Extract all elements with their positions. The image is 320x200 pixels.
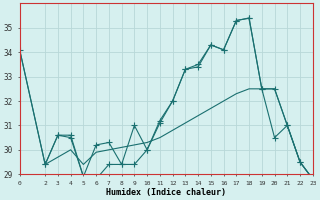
X-axis label: Humidex (Indice chaleur): Humidex (Indice chaleur) (106, 188, 226, 197)
